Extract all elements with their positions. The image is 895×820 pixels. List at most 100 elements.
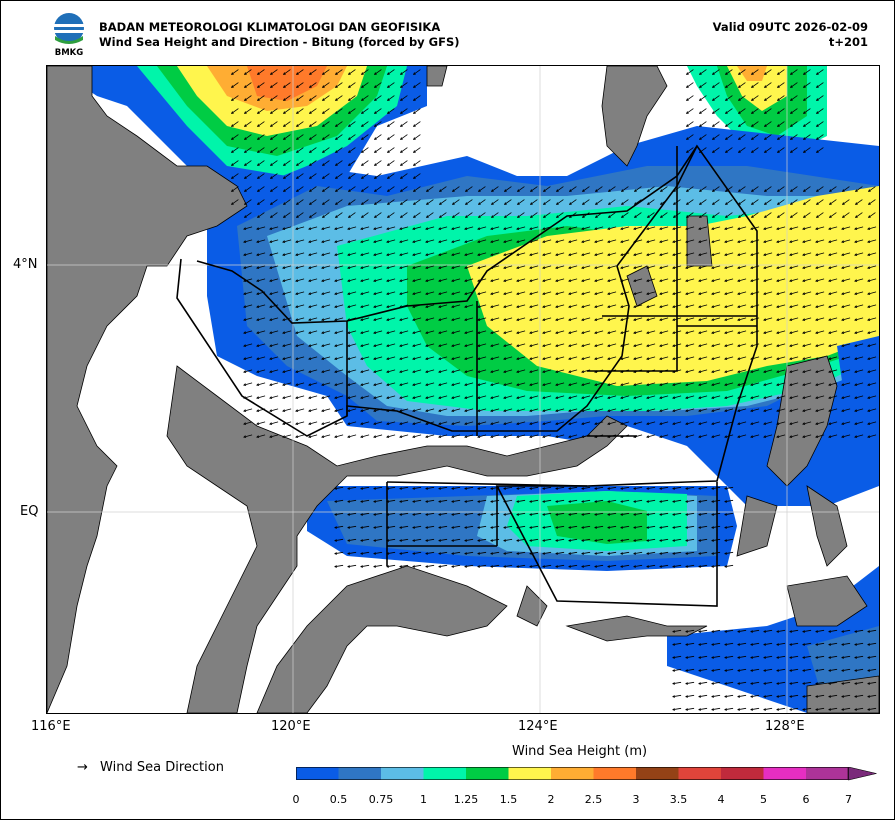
direction-arrow bbox=[295, 226, 305, 230]
direction-arrowhead bbox=[386, 124, 390, 127]
direction-arrowhead bbox=[243, 422, 247, 425]
direction-arrowhead bbox=[321, 111, 325, 114]
direction-arrow bbox=[724, 707, 734, 711]
direction-arrowhead bbox=[243, 253, 247, 256]
direction-arrowhead bbox=[477, 487, 481, 490]
direction-arrow bbox=[607, 382, 617, 386]
direction-arrow bbox=[750, 629, 760, 633]
direction-arrow bbox=[360, 265, 370, 269]
direction-arrow bbox=[361, 95, 369, 101]
direction-arrow bbox=[295, 356, 305, 360]
direction-arrowhead bbox=[633, 357, 637, 360]
direction-arrow bbox=[659, 512, 669, 516]
direction-arrow bbox=[490, 564, 500, 568]
direction-arrowhead bbox=[321, 305, 325, 308]
direction-arrow bbox=[555, 564, 565, 568]
direction-arrowhead bbox=[412, 305, 416, 308]
direction-arrowhead bbox=[672, 240, 676, 243]
direction-arrow bbox=[841, 239, 851, 243]
direction-arrow bbox=[347, 382, 357, 386]
direction-arrow bbox=[490, 512, 500, 516]
direction-arrow bbox=[620, 343, 630, 347]
direction-arrow bbox=[620, 317, 630, 321]
direction-arrow bbox=[646, 304, 656, 308]
direction-arrowhead bbox=[841, 669, 845, 672]
direction-arrow bbox=[295, 330, 305, 334]
direction-arrowhead bbox=[542, 227, 546, 230]
direction-arrow bbox=[425, 330, 435, 334]
direction-arrow bbox=[503, 304, 513, 308]
direction-arrowhead bbox=[295, 292, 299, 295]
direction-arrowhead bbox=[399, 435, 403, 438]
direction-arrowhead bbox=[776, 695, 780, 698]
direction-arrowhead bbox=[503, 305, 507, 308]
direction-arrowhead bbox=[490, 266, 494, 269]
direction-arrowhead bbox=[438, 552, 442, 555]
direction-arrowhead bbox=[685, 189, 689, 192]
direction-arrow bbox=[412, 265, 422, 269]
direction-arrowhead bbox=[620, 526, 624, 529]
direction-arrowhead bbox=[529, 539, 533, 542]
direction-arrow bbox=[698, 707, 708, 711]
direction-arrowhead bbox=[698, 370, 702, 373]
direction-arrowhead bbox=[256, 163, 260, 166]
direction-arrow bbox=[399, 369, 409, 373]
direction-arrowhead bbox=[607, 331, 611, 334]
direction-arrowhead bbox=[321, 176, 325, 179]
direction-arrowhead bbox=[282, 266, 286, 269]
direction-arrow bbox=[477, 551, 487, 555]
direction-arrowhead bbox=[451, 422, 455, 425]
direction-arrowhead bbox=[516, 565, 520, 568]
direction-arrow bbox=[738, 121, 746, 127]
direction-arrow bbox=[555, 252, 565, 256]
direction-arrowhead bbox=[724, 331, 728, 334]
direction-arrow bbox=[594, 356, 604, 360]
direction-arrow bbox=[490, 356, 500, 360]
direction-arrow bbox=[516, 486, 526, 490]
direction-arrowhead bbox=[334, 85, 338, 88]
direction-arrowhead bbox=[750, 357, 754, 360]
direction-arrow bbox=[776, 434, 786, 438]
direction-arrowhead bbox=[711, 72, 715, 75]
direction-arrow bbox=[347, 395, 357, 399]
direction-arrow bbox=[646, 317, 656, 321]
direction-arrowhead bbox=[776, 630, 780, 633]
direction-arrowhead bbox=[386, 357, 390, 360]
direction-arrowhead bbox=[698, 643, 702, 646]
direction-arrow bbox=[321, 252, 331, 256]
direction-arrowhead bbox=[256, 85, 260, 88]
product-title: Wind Sea Height and Direction - Bitung (… bbox=[99, 35, 460, 49]
direction-arrow bbox=[270, 173, 278, 179]
direction-arrowhead bbox=[321, 357, 325, 360]
direction-arrow bbox=[763, 395, 773, 399]
direction-arrow bbox=[516, 408, 526, 412]
direction-arrowhead bbox=[724, 669, 728, 672]
direction-arrowhead bbox=[243, 396, 247, 399]
direction-arrowhead bbox=[282, 422, 286, 425]
direction-arrow bbox=[257, 134, 265, 140]
direction-arrow bbox=[425, 278, 435, 282]
direction-arrowhead bbox=[594, 513, 598, 516]
direction-arrowhead bbox=[581, 513, 585, 516]
direction-arrowhead bbox=[516, 552, 520, 555]
direction-arrow bbox=[646, 434, 656, 438]
direction-arrowhead bbox=[841, 279, 845, 282]
direction-arrowhead bbox=[347, 383, 351, 386]
direction-arrowhead bbox=[750, 682, 754, 685]
direction-arrowhead bbox=[815, 202, 819, 205]
direction-arrow bbox=[647, 199, 655, 205]
map-panel[interactable] bbox=[46, 65, 880, 714]
direction-arrowhead bbox=[269, 98, 273, 101]
direction-arrowhead bbox=[815, 266, 819, 269]
direction-arrow bbox=[646, 564, 656, 568]
direction-arrow bbox=[621, 199, 629, 205]
direction-arrow bbox=[373, 356, 383, 360]
direction-arrowhead bbox=[698, 305, 702, 308]
direction-arrowhead bbox=[425, 318, 429, 321]
direction-arrowhead bbox=[308, 124, 312, 127]
direction-arrow bbox=[361, 147, 369, 153]
direction-arrowhead bbox=[737, 669, 741, 672]
direction-arrow bbox=[334, 265, 344, 269]
direction-arrow bbox=[802, 265, 812, 269]
direction-arrow bbox=[841, 642, 851, 646]
